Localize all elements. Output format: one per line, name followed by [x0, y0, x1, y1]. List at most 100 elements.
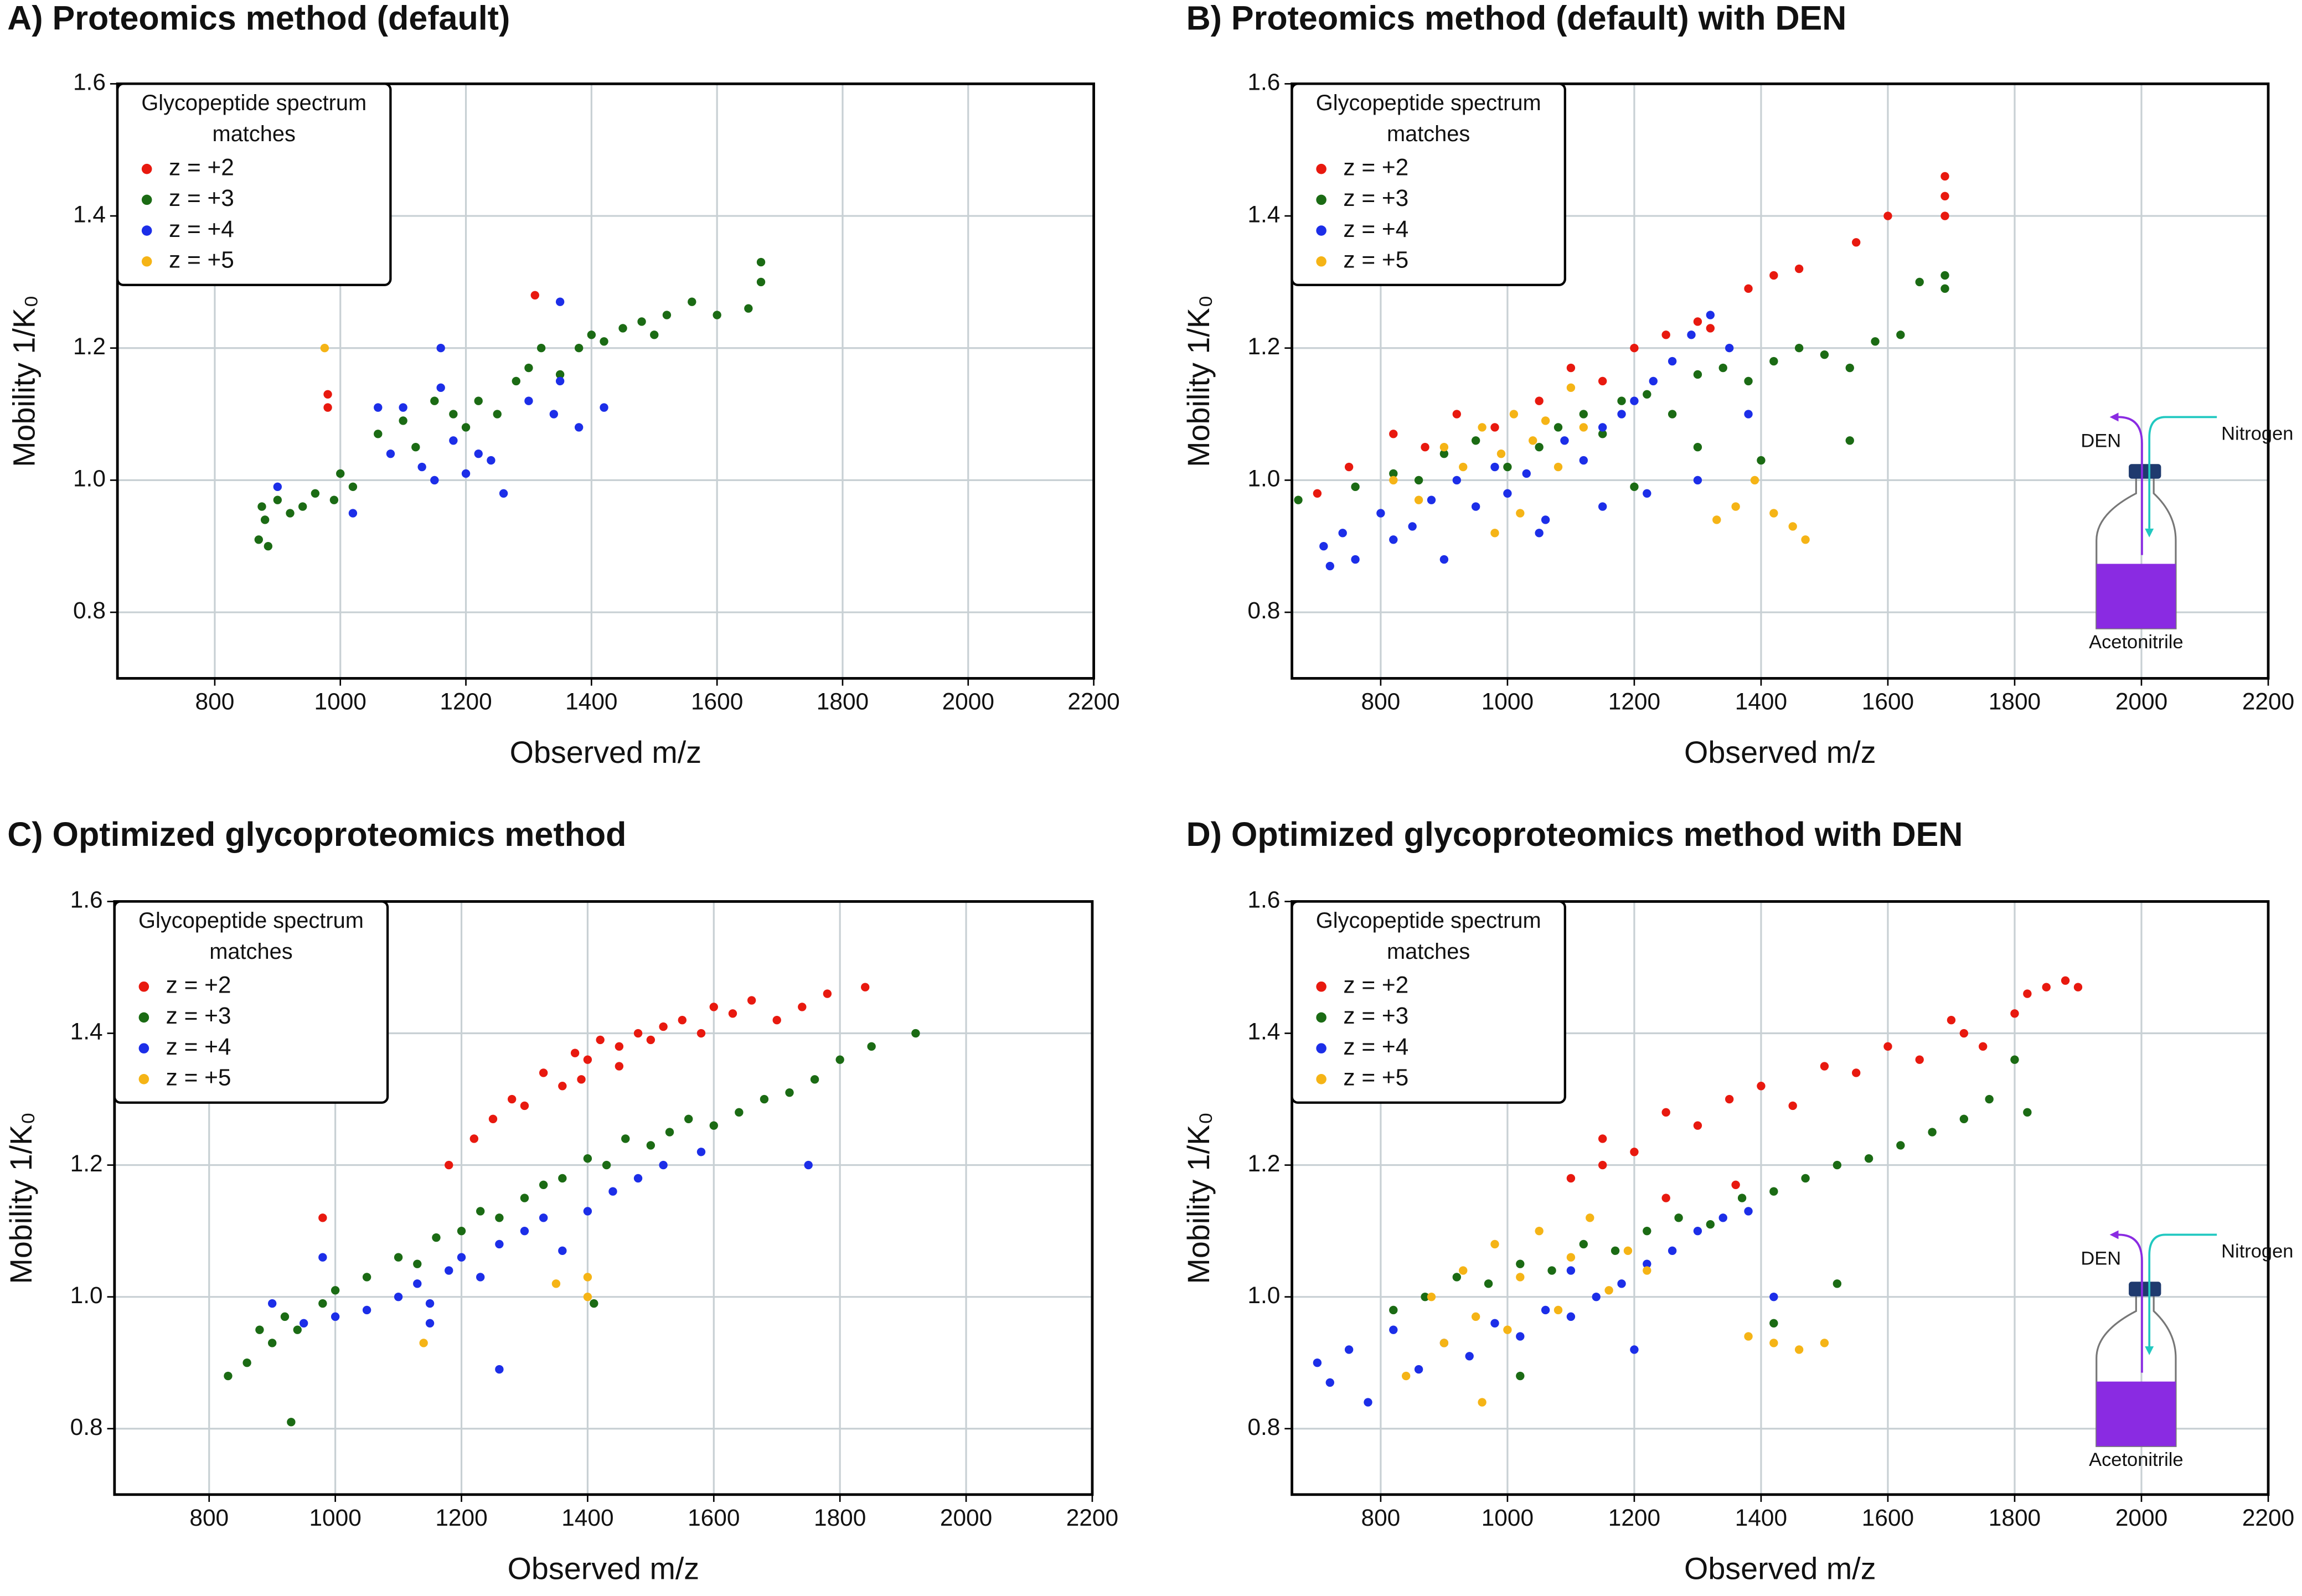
x-tick-label: 1400 — [565, 689, 617, 715]
point — [1535, 529, 1544, 538]
point — [1439, 443, 1449, 452]
point — [1744, 1207, 1753, 1216]
point — [549, 410, 558, 419]
point — [318, 1299, 327, 1308]
point — [1718, 1213, 1727, 1222]
plot-frame — [116, 82, 1095, 680]
point — [1725, 1094, 1734, 1104]
legend-marker — [1316, 163, 1327, 174]
point — [1630, 482, 1639, 492]
point — [1979, 1042, 1988, 1051]
point — [1421, 1292, 1429, 1301]
point — [615, 1062, 624, 1071]
point — [254, 535, 263, 544]
legend-title: Glycopeptide spectrum matches — [1315, 908, 1541, 965]
point — [286, 509, 295, 518]
x-tick-label: 1200 — [440, 689, 492, 715]
y-tick-label: 1.2 — [73, 333, 106, 359]
point — [311, 489, 320, 498]
point — [474, 449, 483, 458]
annotation: Acetonitrile — [2089, 1449, 2184, 1470]
point — [539, 1068, 548, 1077]
den-arrow — [2109, 412, 2119, 422]
point — [1643, 390, 1651, 399]
point — [413, 1279, 422, 1288]
point — [1471, 436, 1480, 445]
point — [1725, 344, 1734, 353]
point — [1737, 1194, 1747, 1202]
plot-frame — [1291, 900, 2270, 1496]
point — [696, 1029, 706, 1038]
point — [1794, 344, 1804, 353]
point — [1529, 436, 1537, 445]
y-tick-label: 1.2 — [70, 1150, 103, 1176]
point — [709, 1121, 718, 1130]
chart-title: A) Proteomics method (default) — [7, 0, 510, 37]
x-tick-label: 1800 — [1989, 1505, 2041, 1531]
point — [1940, 284, 1949, 293]
point — [1509, 410, 1519, 419]
point — [1820, 350, 1829, 359]
legend-marker — [1316, 225, 1327, 236]
point — [646, 1035, 655, 1045]
legend-marker — [1316, 1043, 1327, 1053]
point — [1668, 410, 1677, 419]
point — [1490, 1319, 1499, 1328]
point — [331, 1312, 340, 1321]
point — [709, 1003, 718, 1011]
nitrogen-tube — [2148, 1233, 2217, 1346]
point — [2023, 1108, 2032, 1117]
x-tick-label: 800 — [195, 689, 235, 715]
point — [1630, 344, 1639, 353]
point — [574, 423, 584, 432]
y-tick-label: 1.6 — [1247, 887, 1280, 913]
point — [1459, 462, 1468, 472]
point — [1928, 1128, 1937, 1137]
x-axis-label: Observed m/z — [1684, 735, 1876, 769]
point — [1630, 1345, 1639, 1354]
point — [457, 1253, 466, 1262]
point — [1516, 1259, 1525, 1268]
y-tick-label: 1.4 — [1247, 201, 1280, 227]
point — [2010, 1009, 2019, 1018]
x-axis-label: Observed m/z — [510, 735, 702, 769]
point — [1579, 410, 1588, 419]
point — [1319, 542, 1328, 551]
point — [555, 297, 565, 306]
point — [493, 410, 502, 419]
den-tube — [2118, 416, 2143, 555]
chart-panel: D) Optimized glycoproteomics method with… — [1181, 815, 2294, 1585]
point — [318, 1213, 327, 1222]
point — [536, 344, 546, 353]
point — [293, 1325, 302, 1334]
point — [1516, 1273, 1525, 1282]
point — [633, 1029, 643, 1038]
point — [1389, 476, 1398, 485]
point — [1439, 555, 1449, 564]
point — [1586, 1213, 1594, 1222]
point — [688, 297, 696, 306]
point — [618, 324, 627, 333]
point — [1516, 1332, 1525, 1341]
point — [520, 1101, 529, 1111]
x-tick-label: 1600 — [691, 689, 743, 715]
chart-title: D) Optimized glycoproteomics method with… — [1186, 815, 1963, 853]
point — [583, 1154, 592, 1163]
point — [1516, 1371, 1525, 1381]
point — [1414, 1365, 1423, 1374]
point — [633, 1174, 643, 1183]
point — [810, 1075, 819, 1084]
x-tick-label: 1200 — [1608, 689, 1660, 715]
point — [615, 1042, 624, 1051]
point — [280, 1312, 290, 1321]
point — [329, 495, 339, 504]
point — [413, 1259, 422, 1268]
point — [1661, 330, 1670, 339]
point — [1959, 1114, 1969, 1123]
point — [1794, 264, 1804, 273]
legend-marker — [1316, 1012, 1327, 1023]
point — [756, 277, 766, 287]
x-tick-label: 1000 — [1482, 1505, 1534, 1531]
point — [419, 1339, 428, 1347]
point — [1820, 1339, 1829, 1347]
